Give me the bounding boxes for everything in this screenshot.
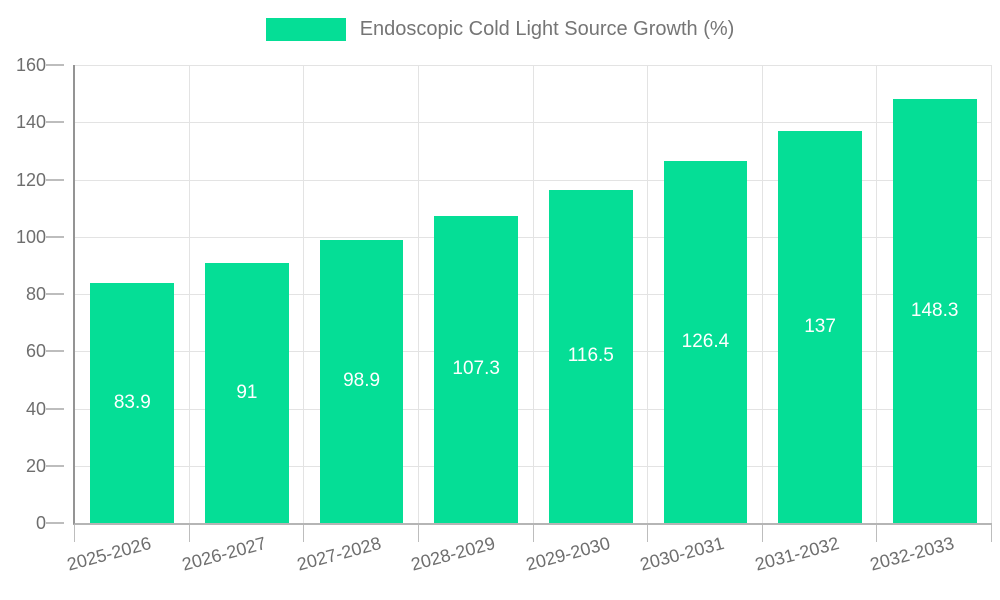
- bar-value-label: 83.9: [113, 391, 151, 413]
- bar[interactable]: 107.3: [434, 215, 519, 523]
- x-axis-tick: [188, 525, 190, 542]
- bar-value-label: 126.4: [681, 331, 730, 353]
- y-axis-tick: [46, 235, 64, 238]
- y-gridline: [75, 294, 992, 295]
- x-axis-tick: [991, 525, 992, 542]
- y-axis-label: 140: [15, 112, 46, 133]
- x-axis-tick: [532, 525, 534, 542]
- y-axis-tick: [46, 64, 64, 66]
- x-axis-label: 2030-2031: [638, 533, 727, 575]
- x-axis-label: 2026-2027: [179, 533, 269, 575]
- x-axis-tick: [761, 525, 763, 542]
- bar-value-label: 148.3: [910, 299, 959, 321]
- y-gridline: [75, 236, 992, 238]
- x-axis-label: 2025-2026: [65, 533, 154, 575]
- y-axis-label: 20: [25, 455, 46, 476]
- x-axis-tick: [303, 525, 305, 542]
- bar[interactable]: 83.9: [90, 282, 175, 523]
- x-axis-label: 2031-2032: [752, 533, 842, 575]
- x-gridline: [647, 65, 649, 523]
- bar[interactable]: 91: [205, 262, 289, 523]
- y-axis-label: 40: [25, 398, 46, 419]
- y-axis-label: 100: [15, 226, 46, 247]
- y-gridline: [75, 351, 992, 353]
- bar-value-label: 116.5: [567, 345, 614, 367]
- y-gridline: [75, 65, 992, 66]
- x-gridline: [991, 65, 992, 523]
- legend-swatch-icon: [265, 18, 346, 41]
- x-axis-label: 2029-2030: [523, 533, 612, 575]
- legend-label: Endoscopic Cold Light Source Growth (%): [359, 18, 735, 40]
- bar[interactable]: 126.4: [663, 161, 748, 523]
- x-axis-tick: [417, 525, 419, 542]
- bar[interactable]: 116.5: [548, 189, 633, 523]
- y-axis-label: 80: [25, 284, 46, 304]
- y-axis-tick: [46, 178, 64, 181]
- x-gridline: [188, 65, 190, 523]
- y-gridline: [75, 465, 992, 467]
- x-axis-tick: [74, 525, 75, 542]
- bar-value-label: 98.9: [343, 370, 381, 392]
- bar-value-label: 91: [236, 381, 258, 403]
- bar[interactable]: 98.9: [319, 239, 404, 523]
- y-axis-label: 60: [25, 341, 46, 362]
- bar-value-label: 137: [804, 315, 836, 337]
- y-axis-tick: [46, 121, 64, 124]
- y-gridline: [75, 122, 992, 124]
- x-gridline: [417, 65, 419, 523]
- x-gridline: [761, 65, 763, 523]
- y-axis-label: 160: [15, 55, 46, 75]
- x-axis-label: 2032-2033: [867, 533, 956, 575]
- y-axis-tick: [46, 522, 64, 524]
- y-gridline: [75, 179, 992, 181]
- x-axis-label: 2028-2029: [409, 533, 498, 575]
- x-axis-tick: [647, 525, 649, 542]
- plot-area: 0 20 40 60 80 100 120 140 160 83.9 91 98.9 107.3 116.…: [16, 55, 992, 575]
- bar[interactable]: 148.3: [892, 98, 977, 523]
- y-axis-label: 120: [15, 169, 46, 190]
- x-gridline: [532, 65, 534, 523]
- x-gridline: [303, 65, 305, 523]
- x-axis-label: 2027-2028: [294, 533, 383, 575]
- y-gridline: [75, 408, 992, 410]
- y-axis-tick: [46, 350, 64, 353]
- legend[interactable]: Endoscopic Cold Light Source Growth (%): [0, 18, 1000, 41]
- y-axis-label: 0: [35, 513, 46, 533]
- y-axis-tick: [46, 464, 64, 467]
- y-axis-tick: [46, 293, 64, 295]
- x-axis-tick: [876, 525, 878, 542]
- x-gridline: [876, 65, 878, 523]
- bar-value-label: 107.3: [452, 358, 500, 380]
- bar[interactable]: 137: [778, 130, 862, 523]
- y-axis-tick: [46, 407, 64, 410]
